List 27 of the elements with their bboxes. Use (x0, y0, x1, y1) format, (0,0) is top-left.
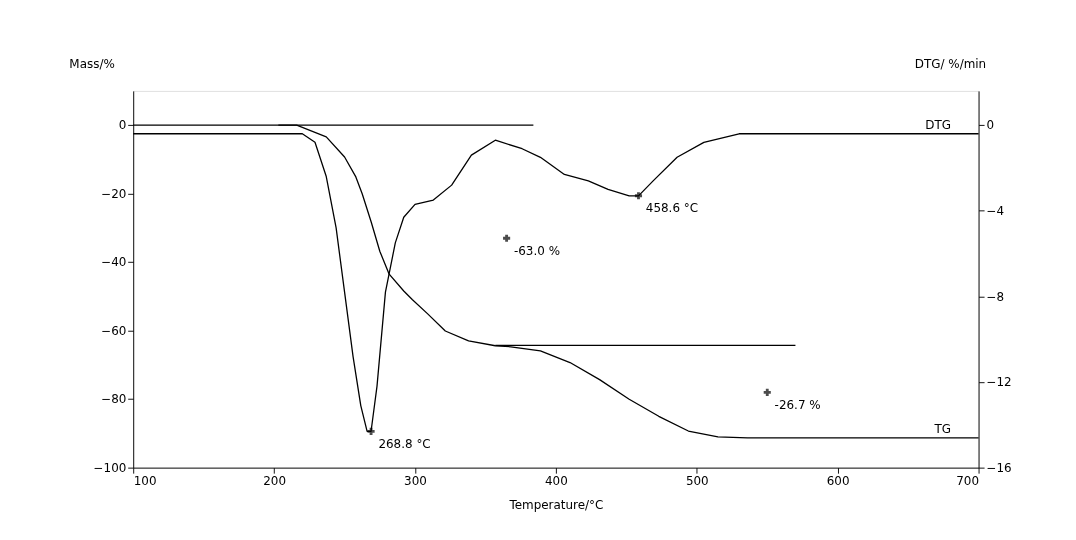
y-tick-label: −100 (93, 460, 127, 475)
y-tick-label: −40 (101, 255, 127, 270)
annotation: -63.0 % (513, 243, 560, 258)
y2-tick-label: −16 (986, 460, 1012, 475)
y-tick-label: −60 (101, 323, 127, 338)
y-tick-label: −80 (101, 392, 127, 407)
series-label: TG (933, 422, 952, 437)
x-tick-label: 100 (133, 473, 157, 488)
y2-tick-label: 0 (986, 118, 995, 133)
x-tick-label: 600 (826, 473, 850, 488)
annotation: -26.7 % (774, 397, 821, 412)
x-tick-label: 700 (956, 473, 980, 488)
legend-label: DTG (925, 118, 952, 133)
y-tick-label: 0 (118, 118, 127, 133)
x-tick-label: 200 (263, 473, 286, 488)
x-tick-label: 300 (404, 473, 427, 488)
x-axis-title: Temperature/°C (508, 498, 604, 513)
y2-tick-label: −12 (986, 375, 1012, 390)
y-axis-title: Mass/% (69, 57, 115, 72)
y2-tick-label: −4 (986, 203, 1005, 218)
y2-tick-label: −8 (986, 289, 1005, 304)
x-tick-label: 500 (685, 473, 709, 488)
annotation: 268.8 °C (378, 436, 431, 451)
y2-axis-title: DTG/ %/min (914, 57, 987, 72)
y-tick-label: −20 (101, 186, 127, 201)
x-tick-label: 400 (544, 473, 568, 488)
annotation: 458.6 °C (645, 201, 699, 216)
